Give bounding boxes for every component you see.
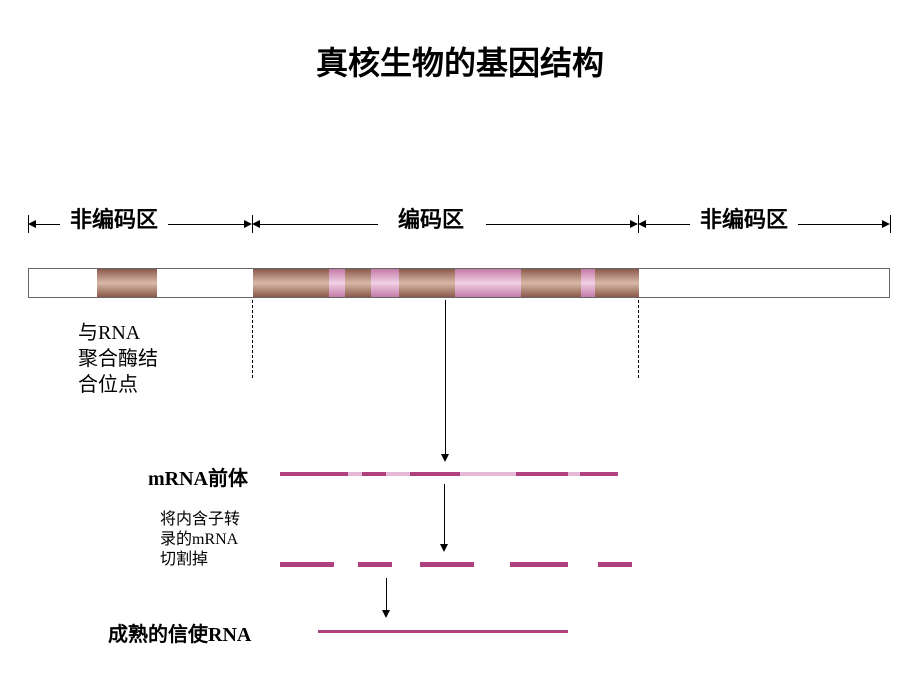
arrowhead-icon: [244, 220, 252, 228]
intron-segment: [371, 269, 399, 297]
arrowhead-icon: [440, 544, 448, 552]
pre-mrna-exon-segment: [280, 472, 348, 476]
spliced-exon-segment: [598, 562, 632, 567]
arrowhead-icon: [252, 220, 260, 228]
exon-segment: [97, 269, 157, 297]
pre-mrna-exon-segment: [362, 472, 386, 476]
arrow-line: [386, 578, 387, 610]
dim-line: [36, 224, 60, 225]
pre-mrna-intron-segment: [348, 472, 362, 476]
arrowhead-icon: [441, 454, 449, 462]
dim-line: [798, 224, 882, 225]
spliced-exon-segment: [420, 562, 474, 567]
dim-line: [260, 224, 378, 225]
dim-line: [486, 224, 630, 225]
pre-mrna-intron-segment: [386, 472, 410, 476]
gene-bar: [28, 268, 890, 298]
region-label-left: 非编码区: [70, 202, 158, 234]
arrowhead-icon: [638, 220, 646, 228]
spliced-exon-segment: [358, 562, 392, 567]
page-title: 真核生物的基因结构: [0, 38, 920, 84]
mature-mrna-segment: [318, 630, 568, 633]
coding-boundary-line: [638, 300, 639, 378]
arrow-line: [444, 484, 445, 544]
arrowhead-icon: [382, 610, 390, 618]
exon-segment: [345, 269, 371, 297]
exon-segment: [521, 269, 581, 297]
spliced-exon-segment: [510, 562, 568, 567]
spliced-exon-segment: [280, 562, 334, 567]
region-label-mid: 编码区: [398, 202, 464, 234]
exon-segment: [595, 269, 639, 297]
label-line: 录的mRNA: [160, 530, 240, 550]
label-line: 将内含子转: [160, 510, 240, 530]
arrowhead-icon: [882, 220, 890, 228]
intron-segment: [581, 269, 595, 297]
pre-mrna-intron-segment: [568, 472, 580, 476]
pre-mrna-exon-segment: [516, 472, 568, 476]
pre-mrna-exon-segment: [410, 472, 460, 476]
dim-line: [646, 224, 690, 225]
mature-mrna-label: 成熟的信使RNA: [108, 618, 251, 647]
region-label-right: 非编码区: [700, 202, 788, 234]
splice-label: 将内含子转录的mRNA切割掉: [160, 510, 240, 570]
rna-polymerase-binding-label: 与RNA聚合酶结合位点: [78, 320, 158, 398]
arrowhead-icon: [630, 220, 638, 228]
pre-mrna-exon-segment: [580, 472, 618, 476]
pre-mrna-label: mRNA前体: [148, 462, 248, 491]
arrow-line: [445, 300, 446, 454]
exon-segment: [399, 269, 455, 297]
label-line: 聚合酶结: [78, 346, 158, 372]
intron-segment: [329, 269, 345, 297]
dim-tick: [890, 215, 891, 233]
label-line: 切割掉: [160, 550, 240, 570]
title-text: 真核生物的基因结构: [316, 45, 604, 81]
coding-boundary-line: [252, 300, 253, 378]
label-line: 与RNA: [78, 320, 158, 346]
dim-line: [168, 224, 244, 225]
intron-segment: [455, 269, 521, 297]
pre-mrna-intron-segment: [460, 472, 516, 476]
arrowhead-icon: [28, 220, 36, 228]
label-line: 合位点: [78, 372, 158, 398]
exon-segment: [253, 269, 329, 297]
